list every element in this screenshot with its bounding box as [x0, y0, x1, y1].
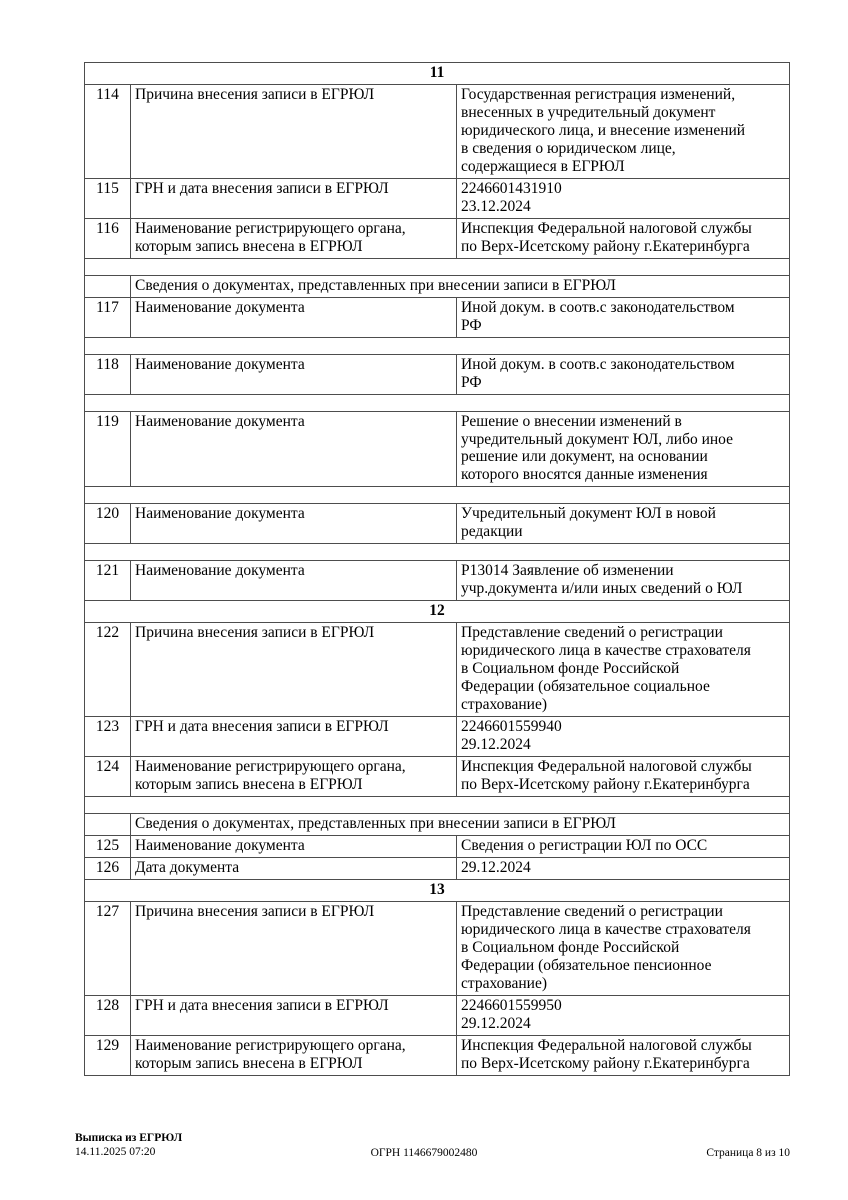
- row-number-cell: 114: [84, 83, 131, 179]
- record-row: 129 Наименование регистрирующего органа,…: [84, 1034, 791, 1076]
- spacer-cell: [83, 543, 791, 562]
- row-number-cell: 126: [84, 856, 131, 880]
- row-number-cell: 127: [84, 900, 131, 996]
- spacer-row: [83, 486, 791, 505]
- field-label-cell: Причина внесения записи в ЕГРЮЛ: [130, 900, 457, 996]
- field-label-cell: Наименование регистрирующего органа, кот…: [130, 217, 457, 259]
- field-label-cell: Дата документа: [130, 856, 457, 880]
- field-value-cell: Инспекция Федеральной налоговой службы п…: [455, 1034, 791, 1076]
- footer-doc-title: Выписка из ЕГРЮЛ: [75, 1132, 183, 1144]
- field-value-cell: Решение о внесении изменений в учредител…: [455, 410, 791, 488]
- spacer-cell: [83, 336, 791, 355]
- row-number-cell: [84, 274, 131, 298]
- footer-left: Выписка из ЕГРЮЛ 14.11.2025 07:20: [75, 1131, 182, 1160]
- field-value-cell: Представление сведений о регистрации юри…: [455, 900, 791, 996]
- row-number-cell: 125: [84, 834, 131, 858]
- doc-section-header-row: Сведения о документах, представленных пр…: [84, 812, 791, 836]
- spacer-cell: [83, 393, 791, 412]
- row-number-cell: 119: [84, 410, 131, 488]
- record-row: 126 Дата документа 29.12.2024: [84, 856, 791, 880]
- egrul-records-table: 11 114 Причина внесения записи в ЕГРЮЛ Г…: [83, 62, 791, 1076]
- field-value-cell: Иной докум. в соотв.с законодательством …: [455, 353, 791, 395]
- footer-page-number: Страница 8 из 10: [706, 1147, 790, 1159]
- record-row: 118 Наименование документа Иной докум. в…: [84, 353, 791, 395]
- spacer-row: [83, 257, 791, 276]
- row-number-cell: 122: [84, 622, 131, 718]
- record-row: 122 Причина внесения записи в ЕГРЮЛ Пред…: [84, 622, 791, 718]
- section-number: 12: [83, 600, 791, 624]
- field-value-cell: Сведения о регистрации ЮЛ по ОСС: [455, 834, 791, 858]
- row-number-cell: 123: [84, 716, 131, 758]
- doc-section-header: Сведения о документах, представленных пр…: [129, 274, 791, 298]
- row-number-cell: 129: [84, 1034, 131, 1076]
- section-row: 13: [83, 878, 791, 902]
- field-value-cell: Инспекция Федеральной налоговой службы п…: [455, 756, 791, 797]
- record-row: 123 ГРН и дата внесения записи в ЕГРЮЛ 2…: [84, 716, 791, 758]
- field-label-cell: Причина внесения записи в ЕГРЮЛ: [130, 622, 457, 718]
- field-label-cell: ГРН и дата внесения записи в ЕГРЮЛ: [130, 716, 457, 758]
- field-label-cell: Наименование документа: [130, 560, 457, 602]
- field-label-cell: Наименование документа: [130, 503, 457, 545]
- row-number-cell: 124: [84, 756, 131, 797]
- field-value-cell: Государственная регистрация изменений, в…: [455, 83, 791, 179]
- field-value-cell: 29.12.2024: [455, 856, 791, 880]
- row-number-cell: 120: [84, 503, 131, 545]
- field-label-cell: Наименование документа: [130, 410, 457, 488]
- field-value-cell: Инспекция Федеральной налоговой службы п…: [455, 217, 791, 259]
- record-row: 117 Наименование документа Иной докум. в…: [84, 296, 791, 338]
- row-number-cell: 121: [84, 560, 131, 602]
- footer-ogrn: ОГРН 1146679002480: [370, 1147, 478, 1159]
- section-number: 13: [83, 878, 791, 902]
- record-row: 120 Наименование документа Учредительный…: [84, 503, 791, 545]
- field-label-cell: Наименование документа: [130, 353, 457, 395]
- record-row: 125 Наименование документа Сведения о ре…: [84, 834, 791, 858]
- record-row: 116 Наименование регистрирующего органа,…: [84, 217, 791, 259]
- spacer-cell: [83, 795, 791, 814]
- footer-datetime: 14.11.2025 07:20: [75, 1146, 156, 1159]
- field-value-cell: Иной докум. в соотв.с законодательством …: [455, 296, 791, 338]
- field-value-cell: 2246601559950 29.12.2024: [455, 994, 791, 1036]
- row-number-cell: 116: [84, 217, 131, 259]
- section-number: 11: [83, 62, 791, 85]
- section-row: 12: [83, 600, 791, 624]
- record-row: 119 Наименование документа Решение о вне…: [84, 410, 791, 488]
- record-row: 114 Причина внесения записи в ЕГРЮЛ Госу…: [84, 83, 791, 179]
- record-row: 128 ГРН и дата внесения записи в ЕГРЮЛ 2…: [84, 994, 791, 1036]
- spacer-row: [83, 543, 791, 562]
- spacer-cell: [83, 257, 791, 276]
- record-row: 127 Причина внесения записи в ЕГРЮЛ Пред…: [84, 900, 791, 996]
- field-value-cell: Представление сведений о регистрации юри…: [455, 622, 791, 718]
- record-row: 121 Наименование документа Р13014 Заявле…: [84, 560, 791, 602]
- field-label-cell: Наименование документа: [130, 834, 457, 858]
- row-number-cell: 118: [84, 353, 131, 395]
- row-number-cell: 115: [84, 177, 131, 219]
- spacer-row: [83, 393, 791, 412]
- field-label-cell: Причина внесения записи в ЕГРЮЛ: [130, 83, 457, 179]
- field-value-cell: Учредительный документ ЮЛ в новой редакц…: [455, 503, 791, 545]
- field-label-cell: Наименование регистрирующего органа, кот…: [130, 1034, 457, 1076]
- field-label-cell: ГРН и дата внесения записи в ЕГРЮЛ: [130, 177, 457, 219]
- record-row: 124 Наименование регистрирующего органа,…: [84, 756, 791, 797]
- field-label-cell: Наименование регистрирующего органа, кот…: [130, 756, 457, 797]
- field-value-cell: 2246601431910 23.12.2024: [455, 177, 791, 219]
- field-label-cell: Наименование документа: [130, 296, 457, 338]
- row-number-cell: 117: [84, 296, 131, 338]
- doc-section-header: Сведения о документах, представленных пр…: [129, 812, 791, 836]
- record-row: 115 ГРН и дата внесения записи в ЕГРЮЛ 2…: [84, 177, 791, 219]
- field-label-cell: ГРН и дата внесения записи в ЕГРЮЛ: [130, 994, 457, 1036]
- spacer-row: [83, 336, 791, 355]
- section-row: 11: [83, 62, 791, 85]
- row-number-cell: [84, 812, 131, 836]
- field-value-cell: 2246601559940 29.12.2024: [455, 716, 791, 758]
- spacer-row: [83, 795, 791, 814]
- doc-section-header-row: Сведения о документах, представленных пр…: [84, 274, 791, 298]
- row-number-cell: 128: [84, 994, 131, 1036]
- spacer-cell: [83, 486, 791, 505]
- field-value-cell: Р13014 Заявление об изменении учр.докуме…: [455, 560, 791, 602]
